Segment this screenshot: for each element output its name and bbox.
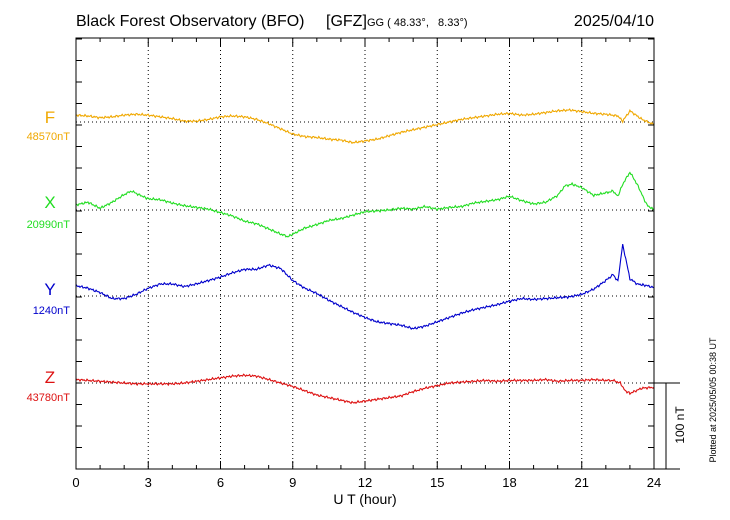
- x-axis-label: U T (hour): [333, 491, 396, 507]
- x-tick-label: 24: [647, 475, 661, 490]
- series-name-y: Y: [44, 280, 55, 299]
- scale-bar-label: 100 nT: [673, 406, 687, 444]
- coordinates-label: GG ( 48.33°, 8.33°): [367, 17, 468, 29]
- x-tick-label: 21: [575, 475, 589, 490]
- x-tick-label: 15: [430, 475, 444, 490]
- x-tick-label: 0: [72, 475, 79, 490]
- series-baseline-f: 48570nT: [27, 131, 71, 143]
- x-tick-label: 9: [289, 475, 296, 490]
- series-line-x: [75, 171, 655, 238]
- series-name-f: F: [45, 108, 55, 127]
- axis-ticks: 0 3 6 9 12 15 18 21 24: [72, 38, 661, 490]
- scale-bar: 100 nT: [654, 382, 687, 470]
- x-tick-label: 18: [502, 475, 516, 490]
- date-label: 2025/04/10: [574, 13, 654, 30]
- series-line-f: [76, 108, 655, 145]
- agency-label: [GFZ]: [326, 13, 367, 30]
- series-name-z: Z: [45, 368, 55, 387]
- series-baseline-y: 1240nT: [33, 305, 71, 317]
- series-baseline-z: 43780nT: [27, 392, 71, 404]
- series-baseline-x: 20990nT: [27, 219, 71, 231]
- observatory-title: Black Forest Observatory (BFO): [76, 13, 305, 30]
- series-name-x: X: [44, 193, 55, 212]
- x-tick-label: 6: [217, 475, 224, 490]
- series-line-y: [75, 243, 655, 330]
- series-lines: [75, 108, 655, 405]
- series-line-z: [75, 373, 655, 405]
- grid-lines: [76, 38, 654, 469]
- series-labels: F 48570nT X 20990nT Y 1240nT Z 43780nT: [27, 108, 71, 404]
- x-tick-label: 12: [358, 475, 372, 490]
- x-tick-label: 3: [145, 475, 152, 490]
- plotted-at-note: Plotted at 2025/05/05 00:38 UT: [708, 337, 718, 463]
- plot-frame: [75, 37, 655, 470]
